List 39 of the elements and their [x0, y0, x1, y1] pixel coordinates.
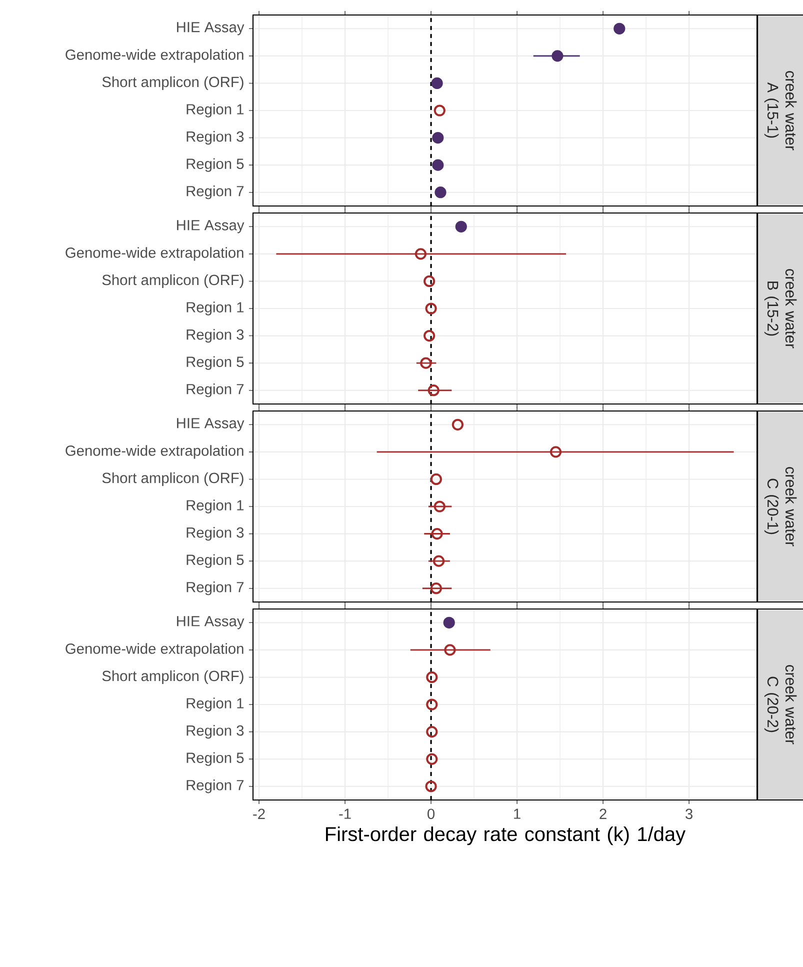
y-tick-label: HIE Assay	[177, 616, 244, 630]
y-tick-label: Region 7	[186, 186, 244, 200]
text: creek water C (20-1)	[764, 467, 797, 546]
text: creek water C (20-2)	[764, 665, 797, 744]
y-tick-label: Region 7	[186, 780, 244, 794]
y-tick-label: Region 3	[186, 724, 244, 739]
y-tick-label: Region 7	[186, 384, 244, 398]
y-tick-label: Genome-wide extrapolation	[66, 643, 244, 657]
text: creek water B (15-2)	[764, 269, 797, 348]
y-tick-label: Region 1	[186, 500, 244, 514]
y-tick-label: Genome-wide extrapolation	[66, 247, 244, 261]
x-tick-label: -1	[339, 808, 351, 819]
y-tick-label: Region 7	[186, 582, 244, 596]
x-tick-label: 0	[428, 808, 435, 820]
y-tick-label: Region 1	[186, 104, 244, 118]
x-tick-label: 3	[686, 808, 692, 820]
y-tick-label: Short amplicon (ORF)	[102, 76, 244, 90]
y-tick-label: Region 3	[186, 328, 244, 343]
x-axis-title: First-order decay rate constant (k) 1/day	[326, 826, 686, 846]
y-tick-label: Region 5	[186, 752, 244, 766]
x-tick-label: 1	[514, 808, 520, 819]
y-tick-label: Genome-wide extrapolation	[66, 49, 244, 63]
y-tick-label: Region 1	[186, 302, 244, 316]
text: creek water A (15-1)	[764, 71, 797, 150]
y-tick-label: Short amplicon (ORF)	[102, 670, 244, 684]
y-tick-label: HIE Assay	[177, 418, 244, 432]
y-tick-label: Region 3	[186, 130, 244, 145]
x-tick-label: 2	[600, 808, 606, 819]
y-tick-label: Region 5	[186, 158, 244, 172]
y-tick-label: Region 1	[186, 698, 244, 712]
y-tick-label: HIE Assay	[177, 220, 244, 234]
y-tick-label: Genome-wide extrapolation	[66, 445, 244, 459]
y-tick-label: Short amplicon (ORF)	[102, 274, 244, 288]
y-tick-label: Region 5	[186, 356, 244, 370]
y-tick-label: HIE Assay	[177, 22, 244, 36]
y-tick-label: Region 3	[186, 526, 244, 541]
y-tick-label: Region 5	[186, 554, 244, 568]
x-tick-label: -2	[253, 808, 265, 819]
y-tick-label: Short amplicon (ORF)	[102, 472, 244, 486]
